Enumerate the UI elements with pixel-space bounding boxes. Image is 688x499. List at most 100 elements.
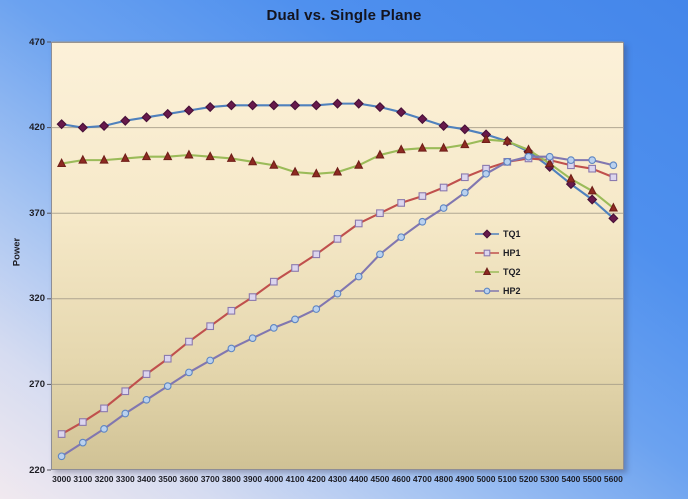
series-TQ1-marker bbox=[226, 100, 237, 111]
legend: TQ1 HP1 TQ2 HP2 bbox=[475, 224, 521, 300]
series-HP2-marker bbox=[503, 157, 512, 166]
series-HP2-marker bbox=[100, 425, 108, 433]
series-HP2-marker bbox=[333, 289, 342, 298]
series-HP2-marker bbox=[460, 188, 469, 197]
series-TQ1-marker bbox=[353, 98, 364, 109]
series-TQ2-marker bbox=[481, 134, 491, 144]
legend-marker-HP1 bbox=[483, 249, 491, 256]
series-HP2-marker bbox=[291, 315, 299, 324]
y-tick-label: 320 bbox=[29, 293, 45, 305]
series-TQ2-marker bbox=[396, 144, 406, 154]
series-HP2-marker bbox=[121, 409, 130, 418]
series-HP1-marker bbox=[121, 387, 130, 396]
series-HP1-marker bbox=[142, 370, 151, 378]
x-tick-label: 5300 bbox=[540, 474, 560, 484]
x-tick-label: 5000 bbox=[476, 474, 496, 484]
x-tick-label: 4300 bbox=[328, 474, 347, 484]
y-tick-label: 470 bbox=[29, 36, 45, 48]
series-HP2-marker bbox=[545, 152, 554, 161]
series-HP2-marker bbox=[524, 152, 533, 161]
legend-marker-TQ2 bbox=[482, 266, 492, 275]
series-HP1-marker bbox=[227, 306, 236, 315]
x-tick-label: 3400 bbox=[137, 474, 156, 484]
series-TQ1-marker bbox=[311, 100, 322, 111]
series-TQ1-marker bbox=[396, 107, 407, 118]
x-tick-label: 5100 bbox=[497, 474, 517, 484]
series-TQ1-marker bbox=[247, 100, 258, 111]
legend-swatch-circle-icon bbox=[475, 287, 499, 294]
x-tick-label: 3000 bbox=[52, 474, 72, 484]
series-HP2-marker bbox=[418, 217, 427, 226]
series-HP2-marker bbox=[609, 161, 618, 170]
y-axis-title: Power bbox=[11, 237, 23, 267]
series-TQ2-marker bbox=[545, 158, 555, 168]
x-tick-label: 4000 bbox=[264, 474, 284, 484]
series-TQ2-marker bbox=[332, 166, 343, 176]
series-HP2-marker bbox=[269, 324, 278, 332]
series-HP1-marker bbox=[418, 192, 427, 200]
legend-swatch-triangle-icon bbox=[475, 266, 499, 275]
legend-swatch-diamond-icon bbox=[475, 228, 499, 239]
series-TQ2 bbox=[57, 134, 618, 212]
x-tick-label: 4700 bbox=[412, 474, 432, 484]
series-TQ2-marker bbox=[99, 154, 109, 164]
x-tick-label: 5500 bbox=[582, 474, 602, 484]
series-TQ2-marker bbox=[248, 156, 258, 166]
series-HP2-marker bbox=[163, 382, 172, 390]
series-TQ1-marker bbox=[183, 105, 195, 116]
series-HP2-marker bbox=[482, 169, 490, 178]
series-TQ2-marker bbox=[78, 154, 88, 164]
series-TQ1-marker bbox=[332, 98, 343, 109]
legend-marker-TQ1 bbox=[482, 228, 492, 239]
series-HP1-marker bbox=[588, 164, 597, 173]
series-TQ1-marker bbox=[417, 113, 428, 125]
series-HP2-line bbox=[60, 155, 615, 458]
series-HP1-marker bbox=[57, 430, 66, 438]
series-HP1-marker bbox=[354, 219, 363, 228]
series-HP1-marker bbox=[333, 235, 342, 243]
series-HP1-marker bbox=[163, 354, 172, 363]
series-TQ1-marker bbox=[98, 120, 110, 131]
series-HP1-marker bbox=[460, 173, 469, 182]
series-TQ2-marker bbox=[290, 166, 300, 176]
y-tick-label: 220 bbox=[29, 464, 45, 476]
series-HP2-marker bbox=[312, 305, 321, 313]
legend-marker-HP2 bbox=[483, 287, 491, 294]
series-TQ2-marker bbox=[163, 151, 173, 161]
series-TQ2-marker bbox=[141, 151, 152, 161]
x-tick-label: 3200 bbox=[94, 474, 114, 484]
series-HP2-marker bbox=[439, 204, 448, 212]
x-tick-label: 3300 bbox=[115, 474, 135, 484]
series-TQ2-marker bbox=[311, 168, 321, 178]
series-TQ2-marker bbox=[502, 135, 512, 145]
series-TQ2-marker bbox=[587, 185, 597, 195]
series-TQ1-marker bbox=[120, 115, 131, 126]
x-tick-label: 4200 bbox=[306, 474, 326, 484]
series-HP2-marker bbox=[397, 233, 406, 242]
x-tick-label: 5200 bbox=[519, 474, 538, 484]
series-TQ2-marker bbox=[205, 151, 215, 161]
series-TQ2-marker bbox=[439, 142, 449, 152]
series-HP1 bbox=[57, 154, 618, 438]
legend-label: HP2 bbox=[503, 285, 521, 296]
series-TQ2-marker bbox=[566, 173, 576, 183]
series-TQ2-marker bbox=[354, 159, 364, 169]
series-HP2-marker bbox=[185, 368, 193, 377]
series-HP2-marker bbox=[142, 395, 151, 404]
legend-label: TQ1 bbox=[503, 228, 521, 239]
series-HP1-marker bbox=[397, 199, 406, 207]
series-HP2-marker bbox=[78, 438, 87, 447]
x-tick-label: 3900 bbox=[243, 474, 263, 484]
series-TQ2-marker bbox=[523, 144, 534, 154]
series-TQ1-marker bbox=[205, 101, 216, 113]
x-tick-label: 3700 bbox=[200, 474, 220, 484]
series-TQ2-marker bbox=[375, 149, 385, 159]
series-HP1-marker bbox=[609, 173, 618, 182]
series-TQ2-marker bbox=[460, 139, 470, 149]
series-TQ1 bbox=[56, 98, 619, 224]
series-HP2-marker bbox=[376, 250, 384, 259]
x-tick-label: 4500 bbox=[370, 474, 390, 484]
series-HP1-marker bbox=[185, 337, 193, 346]
series-TQ2-marker bbox=[57, 158, 67, 168]
